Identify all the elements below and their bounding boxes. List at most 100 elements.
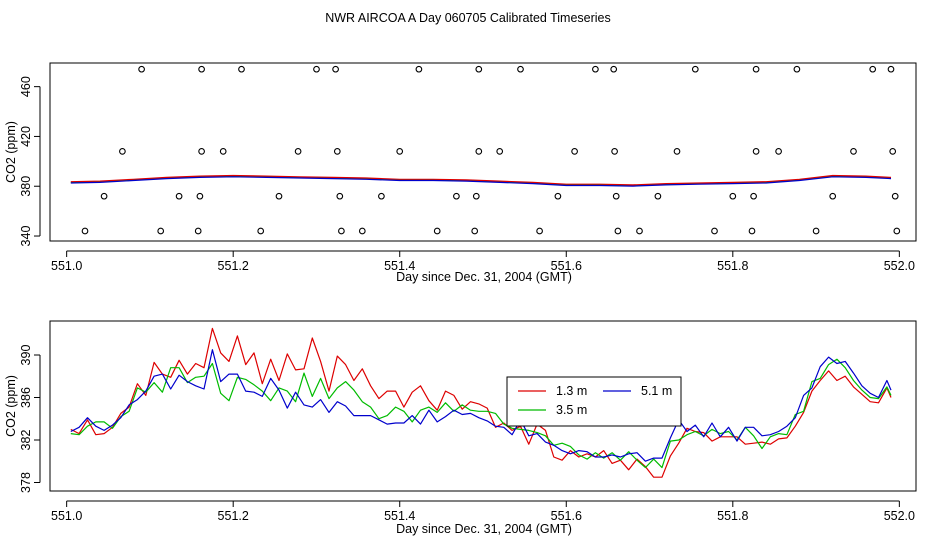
calibration-point	[378, 192, 385, 200]
calibration-point	[475, 148, 483, 155]
series-line-3-5m	[70, 358, 892, 469]
calibration-point	[812, 227, 820, 235]
top-x-tick-label: 551.8	[717, 259, 748, 273]
bottom-y-tick-label: 390	[19, 345, 33, 366]
calibration-point	[496, 148, 504, 155]
calibration-point	[752, 65, 760, 73]
calibration-point	[554, 192, 562, 200]
calibration-point	[138, 65, 145, 73]
bottom-y-tick-label: 386	[19, 387, 33, 408]
calibration-point	[891, 192, 899, 200]
y-axis-label-top: CO2 (ppm)	[4, 121, 18, 183]
calibration-point	[571, 148, 578, 155]
y-axis-label-bottom: CO2 (ppm)	[4, 375, 18, 437]
legend-label-3-5m: 3.5 m	[556, 403, 587, 417]
top-y-tick-label: 340	[19, 226, 33, 247]
calibration-points	[81, 65, 901, 235]
bottom-x-tick-label: 551.0	[51, 509, 82, 523]
calibration-point	[887, 65, 895, 73]
bottom-x-tick-label: 551.4	[384, 509, 415, 523]
top-y-tick-label: 380	[19, 176, 33, 197]
calibration-point	[194, 227, 202, 235]
calibration-point	[415, 65, 423, 73]
calibration-point	[336, 192, 344, 200]
plot-frame-bottom	[49, 320, 917, 492]
top-x-tick-label: 552.0	[884, 259, 915, 273]
calibration-point	[711, 227, 718, 235]
calibration-point	[294, 148, 302, 155]
calibration-panel: 551.0 551.2 551.4 551.6 551.8 552.0 340 380 420…	[4, 62, 917, 284]
calibration-point	[614, 227, 622, 235]
calibration-point	[893, 227, 901, 235]
calibration-point	[729, 192, 737, 200]
timeseries-panel: 551.0 551.2 551.4 551.6 551.8 552.0 378 382 386…	[4, 320, 917, 536]
co2-series-lines	[70, 327, 892, 478]
top-y-tick-label: 420	[19, 126, 33, 147]
y-axis-bottom: 378 382 386 390	[19, 345, 41, 493]
calibration-point	[81, 227, 89, 235]
bottom-x-tick-label: 551.2	[218, 509, 249, 523]
calibration-point	[196, 192, 204, 200]
calibration-point	[433, 227, 441, 235]
y-axis-top: 340 380 420 460	[19, 76, 41, 247]
calibration-point	[238, 65, 245, 73]
calibration-point	[157, 227, 165, 235]
calibration-point	[517, 65, 524, 73]
calibration-point	[313, 65, 320, 73]
series-line-5-1m	[70, 349, 892, 462]
mean-lines-top	[70, 174, 892, 187]
mean-line-5-1m	[70, 176, 892, 187]
calibration-point	[748, 227, 756, 235]
x-axis-bottom: 551.0 551.2 551.4 551.6 551.8 552.0	[51, 500, 915, 523]
bottom-x-tick-label: 551.6	[551, 509, 582, 523]
top-x-tick-label: 551.6	[551, 259, 582, 273]
top-x-tick-label: 551.4	[384, 259, 415, 273]
bottom-x-tick-label: 551.8	[717, 509, 748, 523]
top-y-tick-label: 460	[19, 76, 33, 97]
calibration-point	[119, 148, 126, 155]
calibration-point	[275, 192, 283, 200]
calibration-point	[175, 192, 183, 200]
calibration-point	[611, 148, 618, 155]
top-x-tick-label: 551.0	[51, 259, 82, 273]
calibration-point	[829, 192, 837, 200]
calibration-point	[673, 148, 681, 155]
calibration-point	[472, 192, 480, 200]
calibration-point	[198, 65, 205, 73]
calibration-point	[333, 148, 341, 155]
calibration-point	[332, 65, 339, 73]
calibration-point	[471, 227, 479, 235]
bottom-y-tick-label: 382	[19, 430, 33, 451]
calibration-point	[752, 148, 760, 155]
calibration-point	[198, 148, 205, 155]
calibration-point	[750, 192, 757, 200]
legend-label-1-3m: 1.3 m	[556, 384, 587, 398]
calibration-point	[219, 148, 227, 155]
figure-title: NWR AIRCOA A Day 060705 Calibrated Times…	[325, 11, 611, 25]
calibration-point	[592, 65, 599, 73]
calibration-point	[850, 148, 857, 155]
plot-frame-top	[49, 62, 917, 242]
calibration-point	[610, 65, 618, 73]
calibration-point	[338, 227, 345, 235]
bottom-x-tick-label: 552.0	[884, 509, 915, 523]
legend: 1.3 m 5.1 m 3.5 m	[506, 376, 682, 427]
calibration-point	[100, 192, 108, 200]
calibration-point	[612, 192, 620, 200]
legend-label-5-1m: 5.1 m	[641, 384, 672, 398]
calibration-point	[654, 192, 662, 200]
calibration-point	[536, 227, 543, 235]
calibration-point	[869, 65, 877, 73]
top-x-tick-label: 551.2	[218, 259, 249, 273]
calibration-point	[257, 227, 265, 235]
calibration-point	[453, 192, 460, 200]
calibration-point	[775, 148, 782, 155]
x-axis-label-bottom: Day since Dec. 31, 2004 (GMT)	[396, 522, 572, 536]
calibration-point	[396, 148, 404, 155]
calibration-point	[475, 65, 483, 73]
calibration-point	[691, 65, 699, 73]
legend-box	[506, 376, 682, 427]
bottom-y-tick-label: 378	[19, 472, 33, 493]
calibration-point	[358, 227, 366, 235]
